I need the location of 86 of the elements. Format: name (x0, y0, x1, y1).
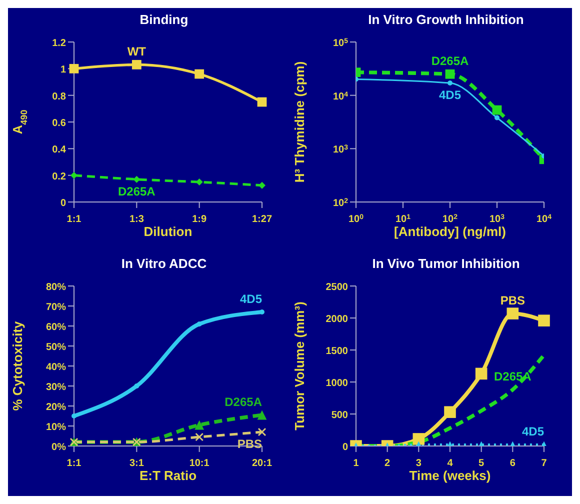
y-tick-label: 0.4 (52, 144, 66, 156)
point (444, 406, 456, 418)
y-tick-label: 10% (46, 422, 66, 433)
point (196, 322, 202, 326)
y-tick-label: 1.2 (52, 38, 66, 49)
y-tick-label: 2500 (326, 282, 348, 293)
y-tick-label: 60% (46, 322, 66, 333)
point (69, 64, 79, 74)
chart-title: In Vivo Tumor Inhibition (371, 255, 521, 273)
chart-title: In Vitro Growth Inhibition (367, 11, 525, 29)
x-tick-label: 10$^{0}$ (348, 214, 364, 225)
y-axis-title: Tumor Volume (mm³) (292, 302, 307, 430)
point (475, 368, 488, 380)
x-tick-label: 10$^{2}$ (442, 214, 458, 225)
y-tick-label: 1000 (326, 378, 348, 389)
x-tick-label: 20:1 (252, 458, 272, 469)
y-tick-label: 30% (46, 382, 66, 393)
x-tick-label: 4 (447, 458, 454, 469)
y-tick-label: 0.8 (52, 91, 66, 102)
y-tick-label: 0.6 (52, 118, 66, 129)
y-axis-title: % Cytotoxicity (10, 320, 25, 411)
point (257, 97, 267, 107)
point (506, 308, 519, 320)
point (258, 182, 266, 189)
point (258, 428, 266, 436)
series-label: 4D5 (240, 292, 262, 306)
y-tick-label: 80% (46, 282, 66, 293)
point (134, 384, 140, 388)
point (194, 69, 204, 79)
series-label: 4D5 (522, 424, 544, 439)
point (195, 432, 204, 442)
y-axis-title: H³ Thymidine (cpm) (292, 61, 307, 183)
y-tick-label: 0% (52, 442, 66, 453)
x-tick-label: 1:27 (252, 214, 272, 225)
x-tick-label: 6 (510, 458, 516, 469)
point (257, 410, 267, 420)
x-tick-label: 1:1 (66, 214, 82, 225)
x-tick-label: 1:9 (192, 214, 207, 225)
x-tick-label: 7 (541, 458, 548, 469)
x-tick-label: 10$^{3}$ (489, 214, 505, 225)
x-tick-label: 5 (478, 458, 485, 469)
point (412, 433, 425, 445)
x-axis-title: [Antibody] (ng/ml) (394, 224, 506, 239)
series-label: D265A (431, 54, 470, 68)
x-tick-label: 1:1 (66, 458, 82, 469)
point (132, 60, 142, 70)
x-tick-label: 10:1 (189, 458, 210, 469)
y-tick-label: 10$^{4}$ (332, 90, 348, 102)
y-tick-label: 50% (46, 342, 66, 353)
x-tick-label: 1:3 (129, 214, 144, 225)
y-tick-label: 1 (60, 64, 66, 76)
point (194, 420, 204, 430)
x-tick-label: 2 (384, 458, 391, 469)
point (538, 314, 550, 326)
series-label: WT (127, 44, 147, 59)
x-tick-label: 10$^{1}$ (395, 214, 411, 225)
point (70, 172, 78, 179)
y-tick-label: 10$^{3}$ (332, 144, 348, 156)
point (196, 178, 203, 186)
y-tick-label: 0 (342, 442, 348, 453)
x-axis-title: E:T Ratio (139, 468, 197, 483)
series-label: D265A (118, 184, 156, 198)
y-tick-label: 2000 (326, 314, 348, 325)
chart-title: Binding (138, 11, 190, 29)
x-axis-title: Dilution (144, 224, 192, 239)
point (72, 414, 76, 418)
x-tick-label: 3:1 (129, 458, 144, 469)
x-tick-label: 1 (353, 458, 360, 469)
series-label: 4D5 (438, 88, 462, 102)
x-axis-title: Time (weeks) (409, 468, 491, 483)
series-label: D265A (224, 395, 262, 409)
y-tick-label: 40% (46, 362, 66, 373)
point (260, 310, 264, 314)
chart-title: In Vitro ADCC (120, 255, 208, 273)
point (133, 176, 140, 183)
series-label: PBS (500, 294, 526, 308)
y-tick-label: 20% (46, 402, 66, 413)
y-tick-label: 1500 (326, 346, 348, 357)
y-tick-label: 500 (331, 410, 348, 421)
y-tick-label: 0 (60, 198, 66, 209)
x-tick-label: 3 (416, 458, 422, 469)
y-tick-label: 70% (46, 302, 66, 313)
y-tick-label: 10$^{2}$ (332, 198, 348, 209)
y-tick-label: 10$^{5}$ (332, 38, 348, 49)
x-tick-label: 10$^{4}$ (536, 214, 552, 225)
y-tick-label: 0.2 (52, 171, 66, 182)
